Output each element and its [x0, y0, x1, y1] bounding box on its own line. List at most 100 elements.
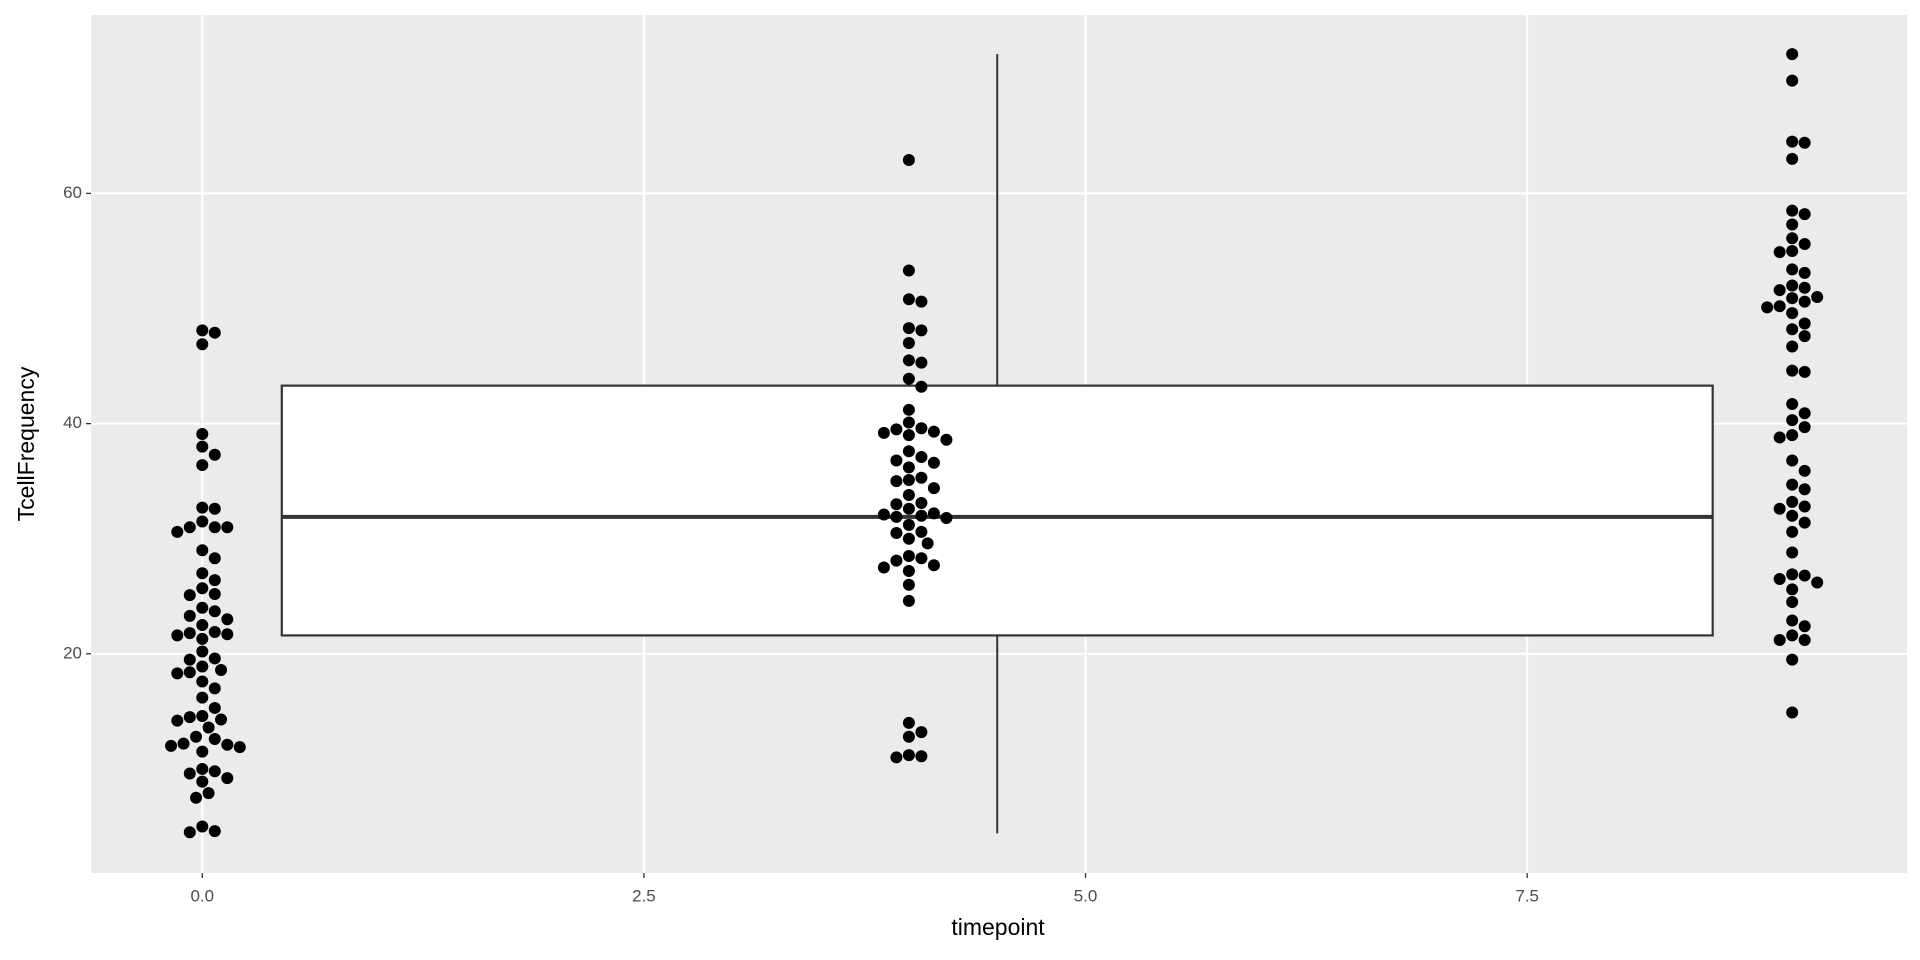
point	[1786, 244, 1799, 257]
point	[1798, 421, 1811, 434]
point	[196, 338, 209, 351]
point	[915, 422, 928, 435]
point	[902, 502, 915, 515]
point	[1786, 429, 1799, 442]
point	[1798, 266, 1811, 279]
point	[208, 587, 221, 600]
point	[1773, 300, 1786, 313]
point	[890, 498, 903, 511]
point	[1786, 340, 1799, 353]
point	[1786, 546, 1799, 559]
point	[877, 426, 890, 439]
point	[915, 750, 928, 763]
point	[196, 324, 209, 337]
point	[1773, 246, 1786, 259]
marks	[165, 48, 1824, 839]
point	[902, 594, 915, 607]
point	[1798, 569, 1811, 582]
point	[196, 645, 209, 658]
point	[208, 552, 221, 565]
point	[196, 709, 209, 722]
point	[208, 605, 221, 618]
point	[890, 526, 903, 539]
point	[196, 459, 209, 472]
point	[902, 564, 915, 577]
point	[1773, 284, 1786, 297]
point	[902, 474, 915, 487]
point	[183, 609, 196, 622]
point	[215, 663, 228, 676]
point	[1786, 307, 1799, 320]
y-tick-label: 20	[63, 643, 82, 662]
point	[877, 508, 890, 521]
point	[171, 629, 184, 642]
point	[915, 726, 928, 739]
x-tick-label: 0.0	[190, 886, 214, 905]
point	[915, 471, 928, 484]
point	[902, 354, 915, 367]
point	[927, 507, 940, 520]
point	[902, 416, 915, 429]
point	[165, 739, 178, 752]
point	[196, 675, 209, 688]
point	[1786, 614, 1799, 627]
point	[196, 632, 209, 645]
point	[177, 737, 190, 750]
point	[208, 701, 221, 714]
point	[927, 456, 940, 469]
point	[1786, 525, 1799, 538]
point	[1811, 291, 1824, 304]
point	[1786, 232, 1799, 245]
point	[221, 628, 234, 641]
point	[1773, 431, 1786, 444]
point	[1786, 454, 1799, 467]
point	[915, 356, 928, 369]
point	[183, 589, 196, 602]
point	[208, 825, 221, 838]
point	[221, 613, 234, 626]
point	[196, 544, 209, 557]
point	[915, 552, 928, 565]
point	[1798, 317, 1811, 330]
x-tick-label: 5.0	[1074, 886, 1098, 905]
point	[1798, 208, 1811, 221]
point	[208, 765, 221, 778]
y-tick-label: 60	[63, 183, 82, 202]
point	[890, 423, 903, 436]
point	[208, 502, 221, 515]
point	[1798, 500, 1811, 513]
point	[215, 713, 228, 726]
point	[1798, 295, 1811, 308]
point	[183, 521, 196, 534]
point	[196, 660, 209, 673]
point	[915, 295, 928, 308]
point	[208, 733, 221, 746]
point	[208, 326, 221, 339]
point	[190, 730, 203, 743]
point	[208, 448, 221, 461]
point	[915, 497, 928, 510]
point	[1786, 653, 1799, 666]
y-tick-label: 40	[63, 413, 82, 432]
point	[1786, 74, 1799, 87]
point	[183, 653, 196, 666]
point	[221, 772, 234, 785]
point	[1798, 483, 1811, 496]
point	[915, 451, 928, 464]
point	[183, 826, 196, 839]
point	[877, 561, 890, 574]
point	[196, 501, 209, 514]
point	[208, 652, 221, 665]
point	[1786, 629, 1799, 642]
point	[890, 751, 903, 764]
point	[1786, 398, 1799, 411]
point	[171, 525, 184, 538]
point	[1786, 279, 1799, 292]
point	[183, 666, 196, 679]
point	[915, 525, 928, 538]
point	[927, 425, 940, 438]
point	[915, 324, 928, 337]
point	[1786, 596, 1799, 609]
point	[1786, 478, 1799, 491]
